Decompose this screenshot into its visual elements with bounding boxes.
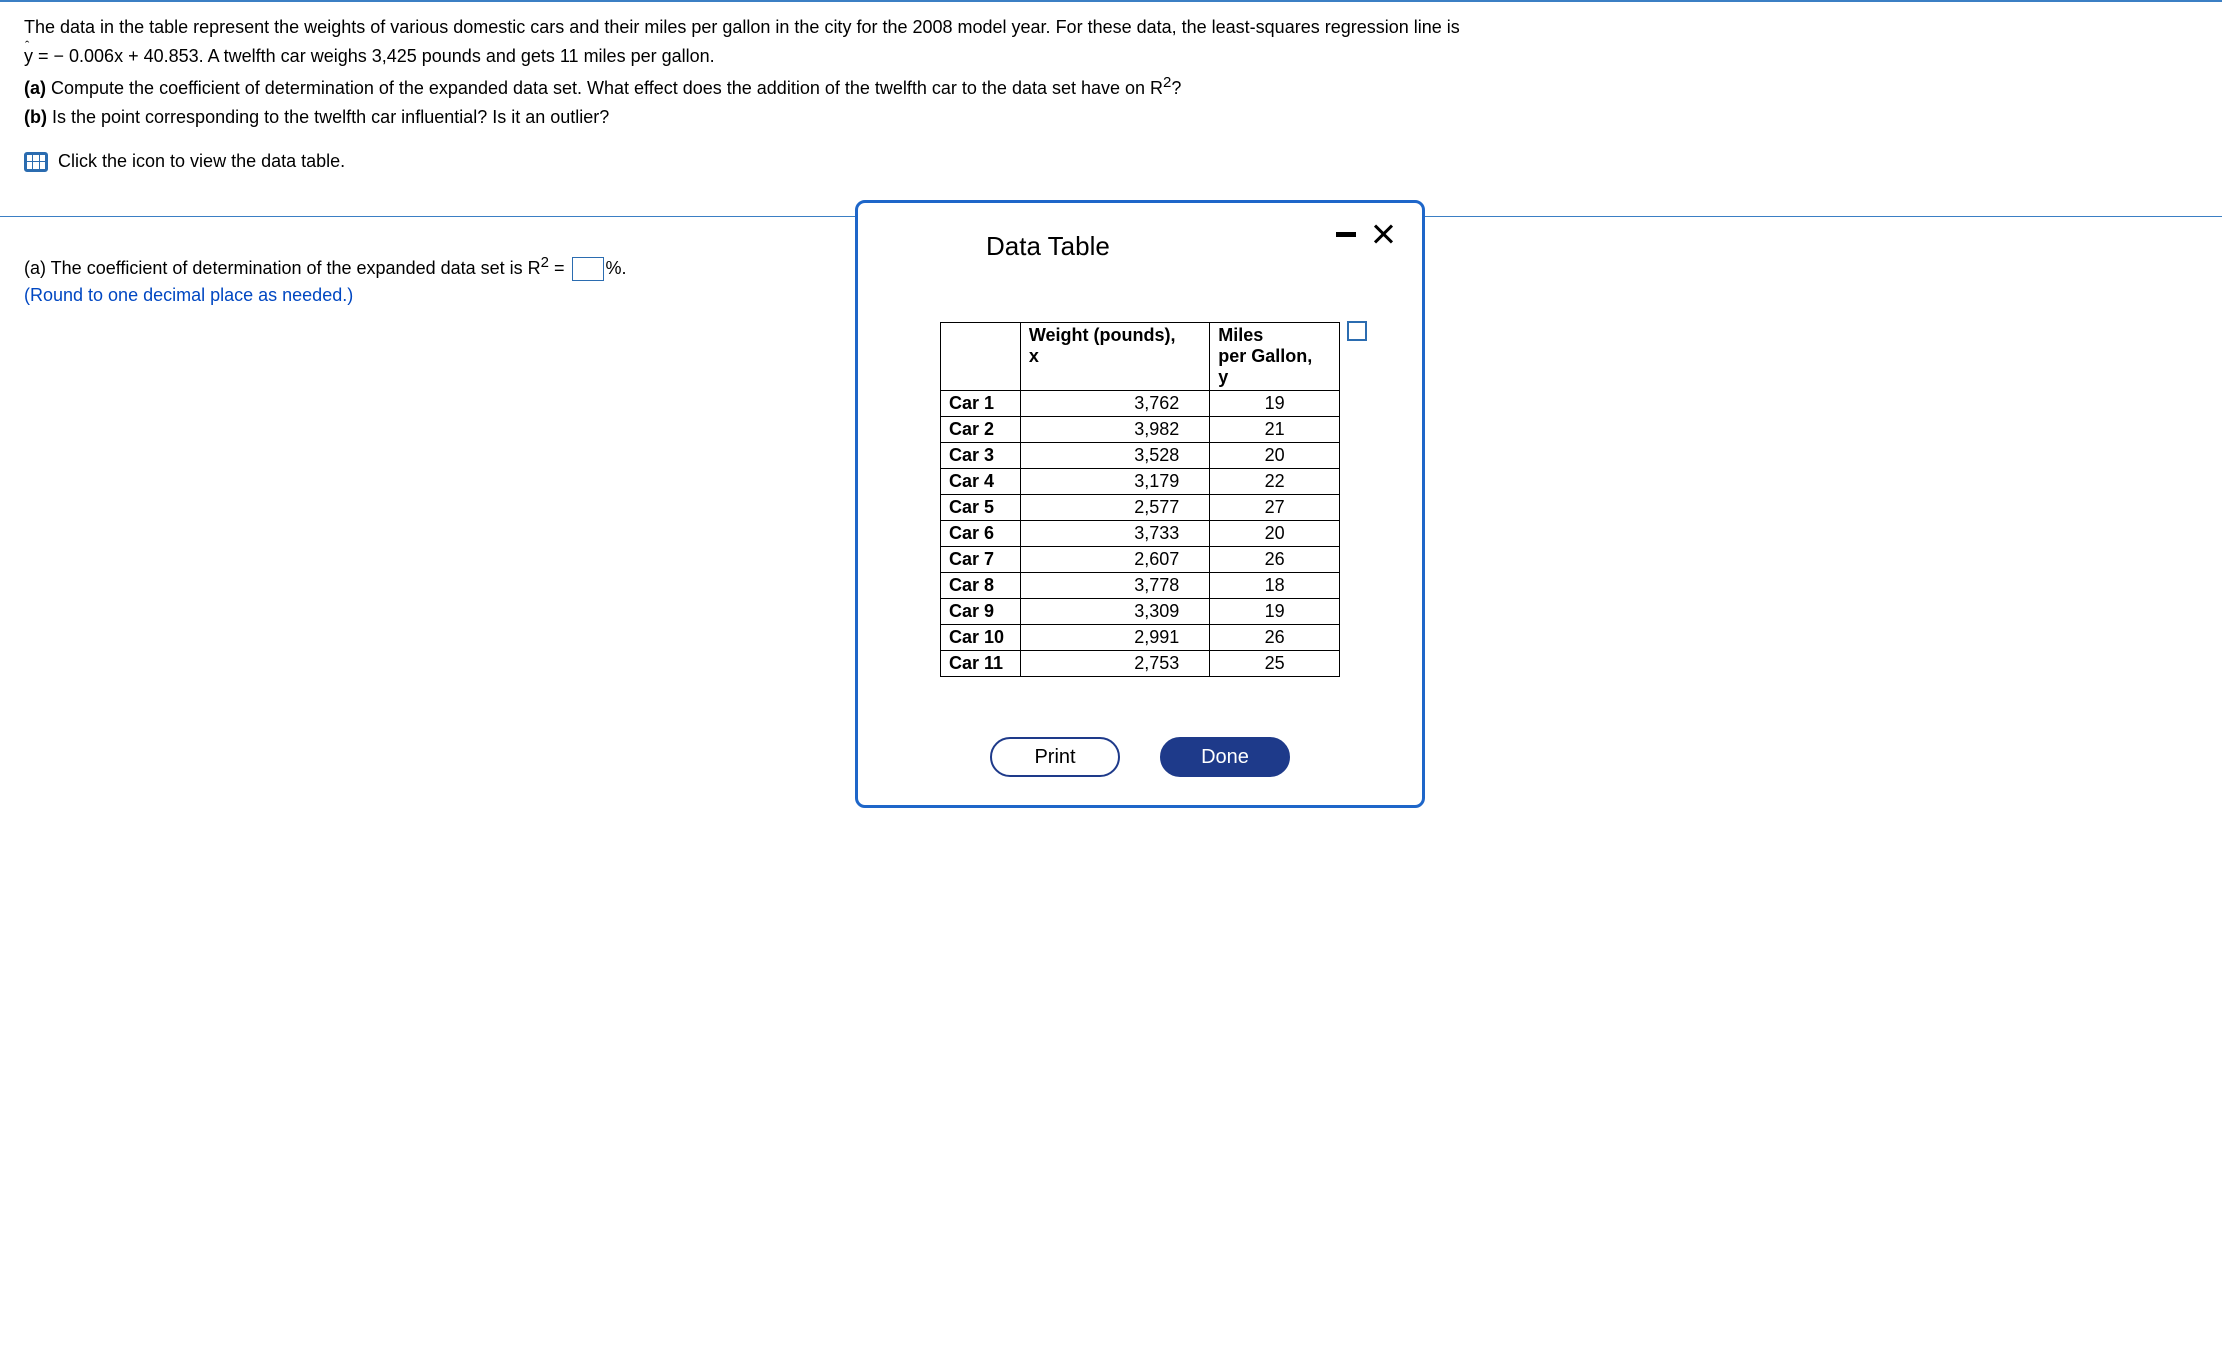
done-button[interactable]: Done	[1160, 737, 1290, 777]
cell-car: Car 11	[941, 651, 1021, 677]
answer-r2-sup: 2	[541, 254, 549, 271]
cell-weight: 2,607	[1020, 547, 1209, 573]
cell-car: Car 6	[941, 521, 1021, 547]
table-row: Car 13,76219	[941, 391, 1340, 417]
col-x-l1: Weight (pounds),	[1029, 325, 1176, 345]
cell-weight: 3,762	[1020, 391, 1209, 417]
table-row: Car 43,17922	[941, 469, 1340, 495]
cell-mpg: 19	[1210, 391, 1340, 417]
part-a-tail: ?	[1171, 78, 1181, 98]
cell-weight: 3,528	[1020, 443, 1209, 469]
cell-car: Car 7	[941, 547, 1021, 573]
cell-weight: 3,179	[1020, 469, 1209, 495]
cell-weight: 3,982	[1020, 417, 1209, 443]
answer-pre: (a) The coefficient of determination of …	[24, 258, 541, 278]
data-table-wrap: Weight (pounds), x Miles per Gallon, y C…	[940, 322, 1340, 677]
cell-car: Car 2	[941, 417, 1021, 443]
part-b-text: Is the point corresponding to the twelft…	[47, 107, 609, 127]
col-weight: Weight (pounds), x	[1020, 323, 1209, 391]
col-y-l1: Miles	[1218, 325, 1263, 345]
table-row: Car 112,75325	[941, 651, 1340, 677]
table-row: Car 63,73320	[941, 521, 1340, 547]
cell-weight: 2,991	[1020, 625, 1209, 651]
cell-car: Car 4	[941, 469, 1021, 495]
table-row: Car 33,52820	[941, 443, 1340, 469]
col-y-l2: per Gallon,	[1218, 346, 1312, 366]
modal-buttons: Print Done	[886, 737, 1394, 777]
question-line-1: The data in the table represent the weig…	[24, 14, 2198, 41]
table-row: Car 72,60726	[941, 547, 1340, 573]
print-button[interactable]: Print	[990, 737, 1120, 777]
table-body: Car 13,76219Car 23,98221Car 33,52820Car …	[941, 391, 1340, 677]
table-row: Car 83,77818	[941, 573, 1340, 599]
minimize-button[interactable]	[1336, 232, 1356, 237]
table-header-row: Weight (pounds), x Miles per Gallon, y	[941, 323, 1340, 391]
hat-accent: ˆ	[25, 36, 29, 56]
cell-mpg: 25	[1210, 651, 1340, 677]
data-table: Weight (pounds), x Miles per Gallon, y C…	[940, 322, 1340, 677]
cell-weight: 2,577	[1020, 495, 1209, 521]
question-equation-line: ˆy = − 0.006x + 40.853. A twelfth car we…	[24, 43, 2198, 70]
cell-mpg: 26	[1210, 547, 1340, 573]
col-y-l3: y	[1218, 367, 1228, 387]
view-data-table-link[interactable]: Click the icon to view the data table.	[24, 151, 345, 172]
cell-weight: 3,778	[1020, 573, 1209, 599]
answer-input[interactable]	[572, 257, 604, 281]
cell-mpg: 20	[1210, 443, 1340, 469]
cell-weight: 3,733	[1020, 521, 1209, 547]
cell-mpg: 19	[1210, 599, 1340, 625]
cell-mpg: 18	[1210, 573, 1340, 599]
col-x-l2: x	[1029, 346, 1039, 366]
cell-mpg: 22	[1210, 469, 1340, 495]
cell-mpg: 27	[1210, 495, 1340, 521]
part-b-line: (b) Is the point corresponding to the tw…	[24, 104, 2198, 131]
cell-car: Car 1	[941, 391, 1021, 417]
y-hat: ˆy	[24, 46, 33, 66]
part-a-text: Compute the coefficient of determination…	[46, 78, 1163, 98]
cell-weight: 3,309	[1020, 599, 1209, 625]
col-car	[941, 323, 1021, 391]
eq-rest: = − 0.006x + 40.853. A twelfth car weigh…	[33, 46, 715, 66]
modal-title: Data Table	[986, 231, 1110, 262]
cell-car: Car 5	[941, 495, 1021, 521]
question-block: The data in the table represent the weig…	[0, 2, 2222, 172]
part-a-label: (a)	[24, 78, 46, 98]
table-row: Car 23,98221	[941, 417, 1340, 443]
table-row: Car 93,30919	[941, 599, 1340, 625]
table-row: Car 102,99126	[941, 625, 1340, 651]
copy-icon[interactable]	[1350, 324, 1366, 340]
cell-car: Car 8	[941, 573, 1021, 599]
cell-car: Car 10	[941, 625, 1021, 651]
cell-car: Car 9	[941, 599, 1021, 625]
table-icon	[24, 152, 48, 172]
cell-mpg: 20	[1210, 521, 1340, 547]
part-a-line: (a) Compute the coefficient of determina…	[24, 72, 2198, 102]
cell-mpg: 26	[1210, 625, 1340, 651]
cell-mpg: 21	[1210, 417, 1340, 443]
close-button[interactable]	[1372, 223, 1394, 245]
answer-post: %.	[606, 258, 627, 278]
modal-header: Data Table	[886, 223, 1394, 262]
cell-weight: 2,753	[1020, 651, 1209, 677]
answer-eq: =	[549, 258, 570, 278]
view-table-text: Click the icon to view the data table.	[58, 151, 345, 172]
col-mpg: Miles per Gallon, y	[1210, 323, 1340, 391]
cell-car: Car 3	[941, 443, 1021, 469]
data-table-modal: Data Table Weight (pounds), x Miles per …	[855, 200, 1425, 808]
table-row: Car 52,57727	[941, 495, 1340, 521]
part-b-label: (b)	[24, 107, 47, 127]
